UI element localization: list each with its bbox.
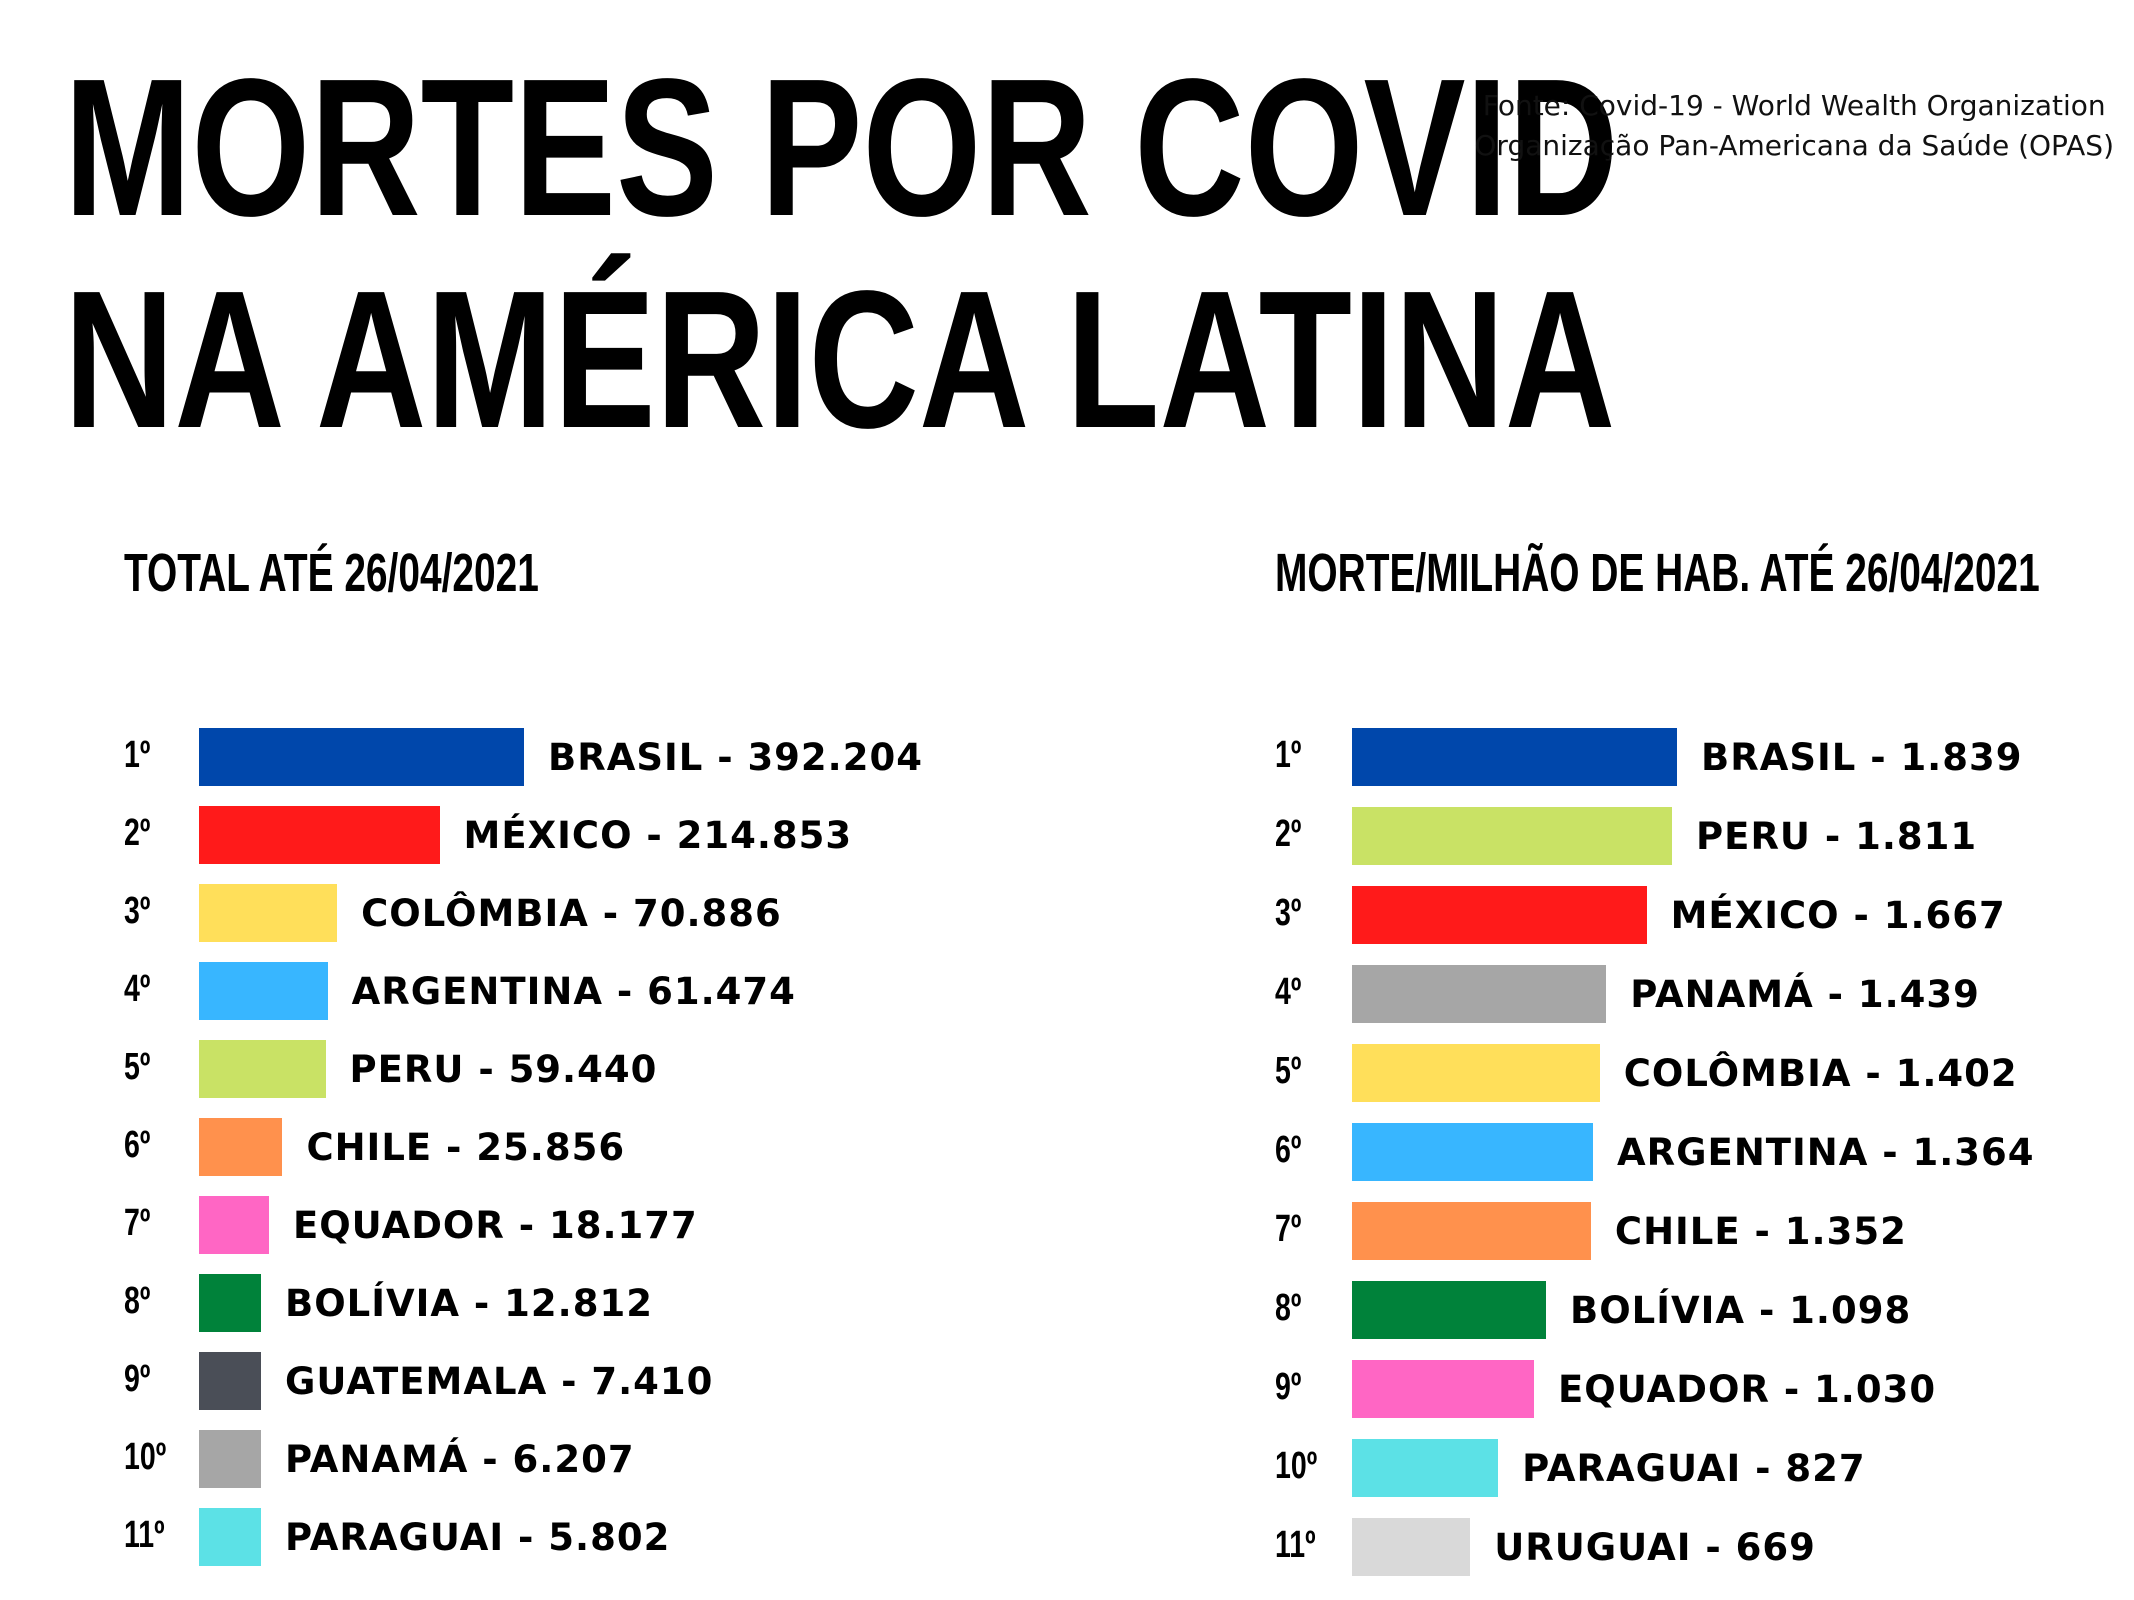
bar-value-label: COLÔMBIA - 70.886 (361, 892, 782, 935)
bar (199, 806, 440, 864)
rank-label: 4º (1275, 971, 1302, 1013)
bar (199, 1118, 283, 1176)
rank-label: 7º (1275, 1208, 1302, 1250)
bar-value-label: BOLÍVIA - 12.812 (285, 1282, 653, 1325)
bar-value-label: PERU - 1.811 (1696, 815, 1978, 858)
source-note: Fonte: Covid-19 - World Wealth Organizat… (1474, 86, 2114, 166)
bar (1352, 1360, 1535, 1418)
bar-value-label: CHILE - 1.352 (1614, 1210, 1907, 1253)
bar (199, 1352, 261, 1410)
rank-label: 2º (1275, 813, 1302, 855)
bar (199, 728, 524, 786)
title-line-2: NA AMÉRICA LATINA (64, 250, 1616, 469)
rank-label: 9º (124, 1358, 151, 1400)
bar-value-label: MÉXICO - 1.667 (1670, 894, 2006, 937)
bar-value-label: CHILE - 25.856 (306, 1126, 626, 1169)
rank-label: 5º (124, 1046, 151, 1088)
bar-value-label: BRASIL - 392.204 (548, 736, 923, 779)
bar-value-label: PARAGUAI - 827 (1522, 1447, 1866, 1490)
rank-label: 3º (1275, 892, 1302, 934)
rank-label: 6º (1275, 1129, 1302, 1171)
title-line-1: MORTES POR COVID (64, 38, 1619, 257)
rank-label: 8º (124, 1280, 151, 1322)
chart-deaths-per-million: MORTE/MILHÃO DE HAB. ATÉ 26/04/2021 1º BR… (1275, 538, 2125, 1576)
bar-value-label: EQUADOR - 1.030 (1558, 1368, 1937, 1411)
chart-total-deaths: TOTAL ATÉ 26/04/2021 1º BRASIL - 392.204 2… (124, 538, 1024, 1566)
rank-label: 10º (1275, 1445, 1318, 1487)
rank-label: 9º (1275, 1366, 1302, 1408)
rank-label: 1º (124, 734, 151, 776)
bar-value-label: BRASIL - 1.839 (1701, 736, 2023, 779)
bar-value-label: ARGENTINA - 61.474 (351, 970, 796, 1013)
rank-label: 3º (124, 890, 151, 932)
rank-label: 1º (1275, 734, 1302, 776)
bar-value-label: ARGENTINA - 1.364 (1617, 1131, 2035, 1174)
bar-value-label: BOLÍVIA - 1.098 (1570, 1289, 1912, 1332)
bar (1352, 1439, 1499, 1497)
rank-label: 11º (1275, 1524, 1316, 1566)
bar (1352, 807, 1673, 865)
bar-value-label: PANAMÁ - 6.207 (285, 1438, 635, 1481)
chart-title-total: TOTAL ATÉ 26/04/2021 (124, 543, 539, 603)
bar-value-label: MÉXICO - 214.853 (463, 814, 853, 857)
bar (199, 1040, 326, 1098)
rank-label: 5º (1275, 1050, 1302, 1092)
bar (1352, 886, 1647, 944)
bar (1352, 1123, 1594, 1181)
bar-value-label: COLÔMBIA - 1.402 (1623, 1052, 2018, 1095)
bar (1352, 1044, 1600, 1102)
bar (1352, 728, 1677, 786)
bar (199, 1274, 261, 1332)
rank-label: 6º (124, 1124, 151, 1166)
page-title: MORTES POR COVID NA AMÉRICA LATINA (64, 42, 1618, 466)
bar (1352, 1202, 1591, 1260)
rank-label: 4º (124, 968, 151, 1010)
bar-value-label: GUATEMALA - 7.410 (285, 1360, 714, 1403)
source-line-1: Fonte: Covid-19 - World Wealth Organizat… (1482, 89, 2106, 122)
rank-label: 10º (124, 1436, 167, 1478)
rank-label: 8º (1275, 1287, 1302, 1329)
bar (1352, 965, 1607, 1023)
chart-title-per-million: MORTE/MILHÃO DE HAB. ATÉ 26/04/2021 (1275, 543, 2040, 603)
rank-label: 11º (124, 1514, 165, 1556)
bar (1352, 1281, 1547, 1339)
source-line-2: Organização Pan-Americana da Saúde (OPAS… (1474, 129, 2114, 162)
rank-label: 7º (124, 1202, 151, 1244)
bar-value-label: URUGUAI - 669 (1494, 1526, 1816, 1569)
rank-label: 2º (124, 812, 151, 854)
bar (199, 962, 328, 1020)
bar-value-label: PERU - 59.440 (349, 1048, 658, 1091)
bar (199, 884, 338, 942)
bar-value-label: PANAMÁ - 1.439 (1630, 973, 1980, 1016)
bar (199, 1508, 261, 1566)
bar (199, 1430, 261, 1488)
bar-value-label: EQUADOR - 18.177 (292, 1204, 698, 1247)
bar (1352, 1518, 1471, 1576)
bar-value-label: PARAGUAI - 5.802 (285, 1516, 671, 1559)
bar (199, 1196, 269, 1254)
